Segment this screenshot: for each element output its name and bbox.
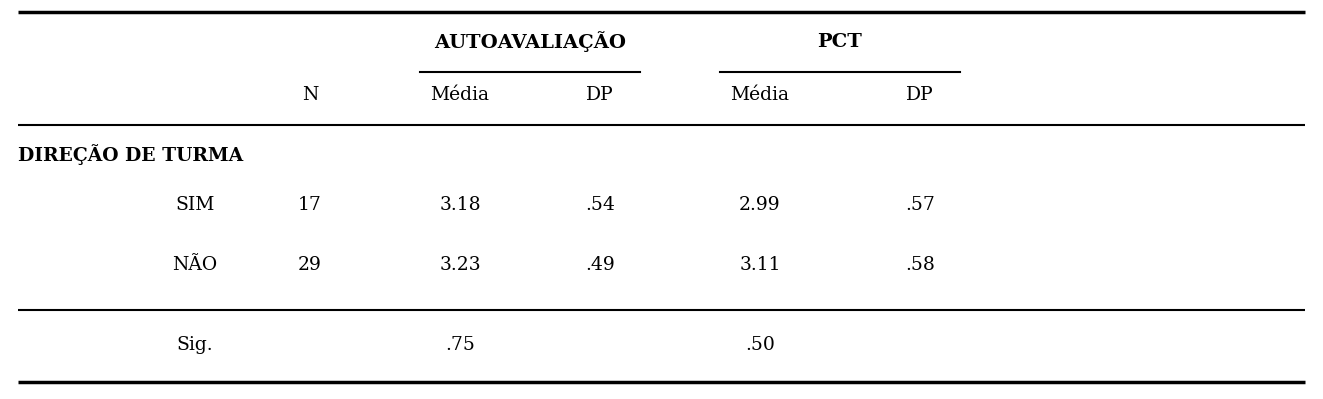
Text: DP: DP (906, 86, 934, 104)
Text: 29: 29 (298, 256, 321, 274)
Text: .54: .54 (585, 196, 615, 214)
Text: Sig.: Sig. (177, 336, 213, 354)
Text: SIM: SIM (176, 196, 214, 214)
Text: .75: .75 (445, 336, 475, 354)
Text: .57: .57 (905, 196, 935, 214)
Text: .49: .49 (585, 256, 615, 274)
Text: PCT: PCT (818, 33, 863, 51)
Text: NÃO: NÃO (172, 256, 217, 274)
Text: 3.11: 3.11 (740, 256, 781, 274)
Text: .50: .50 (745, 336, 775, 354)
Text: N: N (302, 86, 319, 104)
Text: 17: 17 (298, 196, 321, 214)
Text: 3.23: 3.23 (439, 256, 480, 274)
Text: AUTOAVALIAÇÃO: AUTOAVALIAÇÃO (434, 32, 626, 52)
Text: DIREÇÃO DE TURMA: DIREÇÃO DE TURMA (19, 144, 243, 166)
Text: Média: Média (430, 86, 490, 104)
Text: 3.18: 3.18 (439, 196, 480, 214)
Text: Média: Média (730, 86, 790, 104)
Text: .58: .58 (905, 256, 935, 274)
Text: DP: DP (586, 86, 614, 104)
Text: 2.99: 2.99 (740, 196, 781, 214)
